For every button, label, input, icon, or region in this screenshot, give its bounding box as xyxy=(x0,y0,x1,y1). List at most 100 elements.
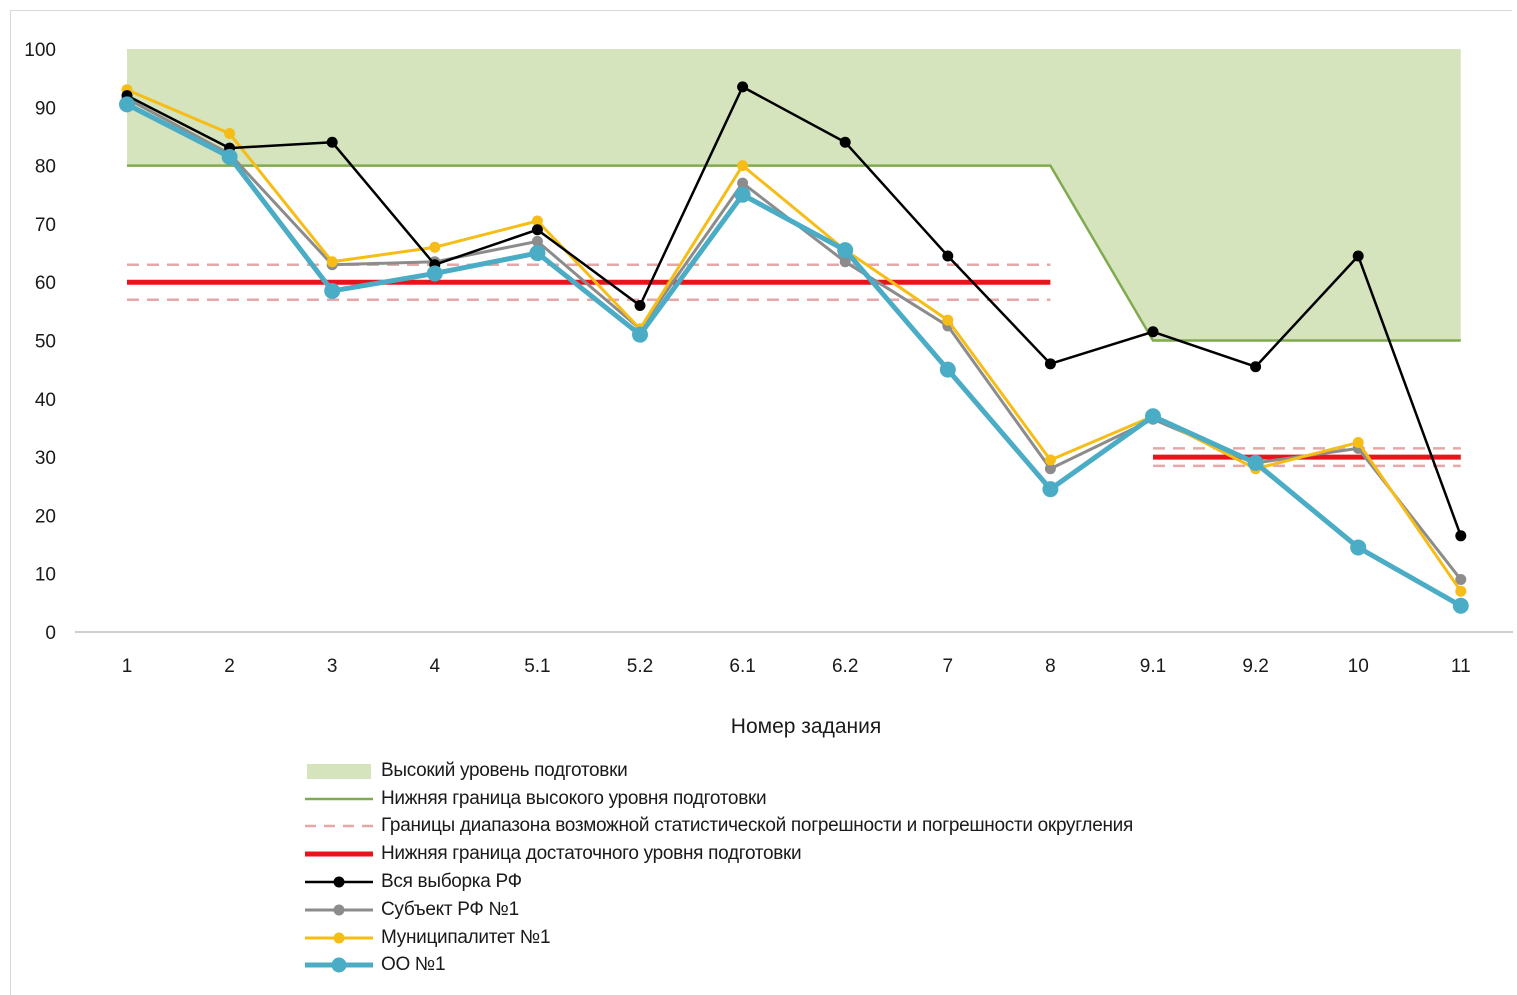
series-point xyxy=(324,282,341,299)
legend-label: Нижняя граница высокого уровня подготовк… xyxy=(381,787,767,809)
chart-frame xyxy=(10,10,1512,995)
legend-swatch-yellow-marker-line xyxy=(305,932,373,944)
y-tick-label: 90 xyxy=(35,98,56,119)
series-point xyxy=(634,300,646,312)
series-point xyxy=(837,242,854,259)
legend-label: ОО №1 xyxy=(381,954,446,976)
series-point xyxy=(942,314,954,326)
y-tick-label: 20 xyxy=(35,506,56,527)
y-axis-tick-labels: 0 10 20 30 40 50 60 70 80 90 100 xyxy=(24,40,56,644)
x-tick-label: 5.2 xyxy=(627,656,653,677)
x-axis-tick-labels: 1 2 3 4 5.1 5.2 6.1 6.2 7 8 9.1 9.2 10 11 xyxy=(122,656,1471,677)
series-point xyxy=(939,361,956,378)
y-tick-label: 40 xyxy=(35,390,56,411)
legend-swatch-red-line xyxy=(305,851,373,857)
x-tick-label: 9.2 xyxy=(1242,656,1268,677)
series-point xyxy=(1044,454,1056,466)
x-tick-label: 6.1 xyxy=(729,656,755,677)
legend-item-series-subject: Субъект РФ №1 xyxy=(303,896,1303,924)
series-line xyxy=(126,85,1462,537)
legend-label: Субъект РФ №1 xyxy=(381,898,519,920)
legend-label: Нижняя граница достаточного уровня подго… xyxy=(381,843,802,865)
legend-label: Высокий уровень подготовки xyxy=(381,759,628,781)
series-point xyxy=(426,265,443,282)
series-point xyxy=(1350,539,1367,556)
series-point xyxy=(737,81,749,93)
y-tick-label: 80 xyxy=(35,157,56,178)
series-0 xyxy=(121,81,1467,542)
y-tick-label: 60 xyxy=(35,273,56,294)
series-point xyxy=(1352,250,1364,262)
series-point xyxy=(1452,597,1469,614)
series-point xyxy=(1044,358,1056,370)
series-point xyxy=(1352,437,1364,449)
x-axis-label: Номер задания xyxy=(731,715,881,738)
series-point xyxy=(734,186,751,203)
y-tick-label: 30 xyxy=(35,448,56,469)
series-point xyxy=(942,250,954,262)
series-point xyxy=(1042,481,1059,498)
legend-swatch-green-line xyxy=(305,797,373,800)
y-tick-label: 70 xyxy=(35,215,56,236)
high-level-band-area xyxy=(127,49,1461,341)
x-tick-label: 10 xyxy=(1348,656,1369,677)
legend-label: Вся выборка РФ xyxy=(381,871,522,893)
x-tick-label: 5.1 xyxy=(524,656,550,677)
high-level-band xyxy=(127,49,1461,341)
error-range-lines xyxy=(127,263,1461,468)
high-level-lower-bound-line xyxy=(127,164,1461,342)
chart-legend: Высокий уровень подготовки Нижняя границ… xyxy=(303,757,1303,979)
series-point xyxy=(1247,454,1264,471)
legend-swatch-black-marker-line xyxy=(305,876,373,888)
series-line xyxy=(126,88,1463,593)
series-point xyxy=(1455,585,1467,597)
legend-item-error-range: Границы диапазона возможной статистическ… xyxy=(303,813,1303,841)
x-tick-label: 4 xyxy=(430,656,441,677)
x-tick-label: 11 xyxy=(1451,656,1471,677)
series-point xyxy=(326,136,338,148)
series-point xyxy=(221,148,238,165)
legend-swatch-dashed-line xyxy=(305,825,373,828)
series-point xyxy=(1455,530,1467,542)
series-point xyxy=(1455,574,1467,586)
legend-swatch-blue-marker-line xyxy=(305,957,373,973)
series-point xyxy=(737,177,749,189)
series-point xyxy=(839,256,851,268)
legend-item-series-rf: Вся выборка РФ xyxy=(303,868,1303,896)
high-level-lower-bound-line xyxy=(127,164,1461,342)
legend-swatch-gray-marker-line xyxy=(305,904,373,916)
x-tick-label: 2 xyxy=(224,656,235,677)
x-tick-label: 9.1 xyxy=(1140,656,1166,677)
legend-label: Границы диапазона возможной статистическ… xyxy=(381,815,1133,837)
series-point xyxy=(531,224,543,236)
x-tick-label: 1 xyxy=(122,656,133,677)
series-point xyxy=(531,235,543,247)
series-3 xyxy=(119,96,1469,614)
series-point xyxy=(737,160,749,172)
series-point xyxy=(1145,408,1161,425)
legend-item-series-oo: ОО №1 xyxy=(303,952,1303,980)
series-point xyxy=(632,326,648,343)
y-tick-label: 10 xyxy=(35,565,56,586)
series-point xyxy=(326,256,338,268)
legend-label: Муниципалитет №1 xyxy=(381,926,551,948)
y-tick-label: 50 xyxy=(35,332,56,353)
x-tick-label: 7 xyxy=(943,656,954,677)
legend-item-series-municipality: Муниципалитет №1 xyxy=(303,924,1303,952)
series-point xyxy=(224,128,236,140)
series-point xyxy=(1147,326,1159,338)
series-point xyxy=(529,245,546,262)
x-tick-label: 8 xyxy=(1045,656,1056,677)
series-point xyxy=(119,96,135,113)
series-line xyxy=(125,102,1463,608)
legend-item-high-level-band: Высокий уровень подготовки xyxy=(303,757,1303,785)
series-point xyxy=(429,241,441,253)
series-point xyxy=(531,215,543,227)
legend-item-sufficient-level: Нижняя граница достаточного уровня подго… xyxy=(303,840,1303,868)
y-tick-label: 0 xyxy=(45,623,56,644)
legend-item-high-level-lower-bound: Нижняя граница высокого уровня подготовк… xyxy=(303,785,1303,813)
series-point xyxy=(1044,463,1056,475)
x-tick-label: 6.2 xyxy=(832,656,858,677)
legend-swatch-band xyxy=(307,763,371,779)
